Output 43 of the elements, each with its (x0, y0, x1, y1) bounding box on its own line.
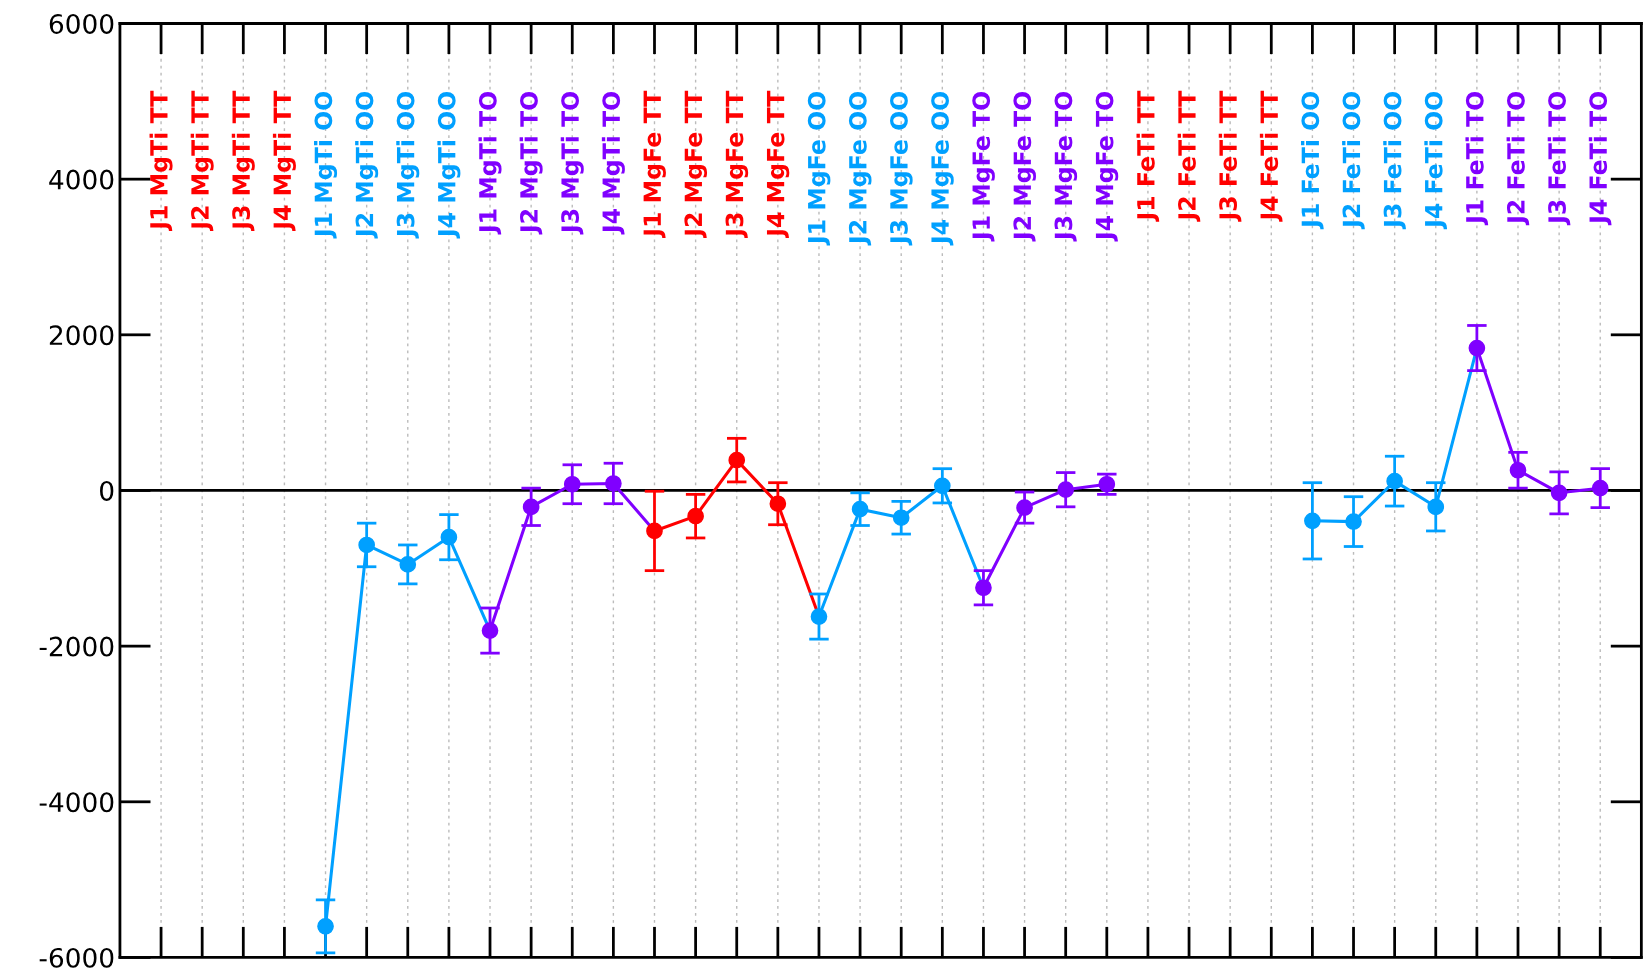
x-tick-label: J4 MgTi TO (601, 91, 625, 235)
y-tick-label: -4000 (39, 792, 114, 813)
x-tick-label: J2 FeTi TO (1506, 91, 1530, 226)
y-tick-label: 4000 (49, 169, 114, 190)
x-tick-label: J2 MgFe OO (848, 91, 872, 246)
x-tick-label: J1 MgFe TT (643, 90, 666, 239)
x-tick-label: J1 MgTi OO (314, 91, 338, 239)
x-tick-label: J3 MgFe OO (890, 91, 913, 246)
x-tick-label: J4 FeTi OO (1424, 91, 1447, 230)
y-tick-label: -2000 (39, 636, 114, 657)
x-tick-label: J4 MgFe OO (931, 91, 954, 246)
x-tick-label: J4 FeTi TO (1588, 91, 1612, 226)
x-tick-label: J3 MgTi OO (396, 91, 420, 239)
x-tick-label: J3 FeTi TT (1218, 90, 1242, 222)
x-tick-label: J2 MgTi OO (355, 91, 379, 239)
y-tick-label: -6000 (39, 947, 114, 968)
x-tick-label: J2 MgFe TO (1013, 91, 1036, 242)
x-tick-label: J1 FeTi TO (1465, 91, 1489, 226)
x-tick-label: J1 MgFe TO (972, 91, 995, 242)
x-tick-label: J3 MgFe TO (1054, 91, 1078, 242)
x-tick-label: J2 FeTi OO (1342, 91, 1365, 230)
y-tick-label: 2000 (49, 325, 114, 346)
x-tick-label: J3 MgFe TT (725, 90, 749, 239)
x-tick-label: J3 MgTi TT (231, 90, 255, 232)
x-tick-label: J4 MgFe TO (1095, 91, 1119, 242)
x-tick-label: J1 MgTi TO (478, 91, 502, 235)
x-tick-label: J2 MgTi TO (519, 91, 543, 235)
x-tick-label: J4 FeTi TT (1259, 90, 1283, 222)
x-tick-label: J2 MgTi TT (190, 90, 214, 232)
x-tick-label: J4 MgFe TT (766, 90, 790, 239)
x-tick-label: J4 MgTi OO (437, 91, 461, 239)
x-tick-label: J3 FeTi OO (1383, 91, 1406, 230)
y-tick-label: 0 (100, 480, 114, 501)
x-tick-label: J1 MgFe OO (807, 91, 831, 246)
x-tick-label: J1 MgTi TT (149, 90, 173, 232)
x-tick-label: J3 FeTi TO (1547, 91, 1571, 226)
x-tick-label: J1 FeTi TT (1136, 90, 1160, 222)
x-tick-label: J2 FeTi TT (1177, 90, 1201, 222)
x-tick-label: J1 FeTi OO (1300, 91, 1324, 230)
x-tick-label: J3 MgTi TO (560, 91, 584, 235)
x-tick-label: J4 MgTi TT (272, 90, 296, 232)
y-tick-label: 6000 (49, 13, 114, 34)
x-tick-label: J2 MgFe TT (684, 90, 708, 239)
